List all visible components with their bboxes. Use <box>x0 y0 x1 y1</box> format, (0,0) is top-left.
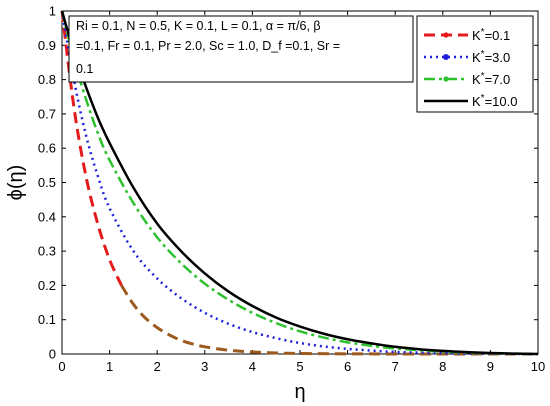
y-tick-label: 0.5 <box>38 175 56 190</box>
x-tick-label: 6 <box>344 359 351 374</box>
series-line-0 <box>60 10 123 287</box>
series-line-0-tail <box>120 284 538 356</box>
x-tick-label: 3 <box>201 359 208 374</box>
legend-label: K*=10.0 <box>472 93 517 109</box>
y-tick-label: 0.4 <box>38 209 56 224</box>
legend-label: K*=7.0 <box>472 71 510 87</box>
parameter-annotation: Ri = 0.1, N = 0.5, K = 0.1, L = 0.1, α =… <box>68 15 414 83</box>
x-tick-label: 0 <box>58 359 65 374</box>
x-tick-label: 10 <box>531 359 545 374</box>
annotation-frame <box>68 15 414 83</box>
x-tick-label: 9 <box>487 359 494 374</box>
legend-label: K*=0.1 <box>472 27 510 43</box>
legend-marker <box>443 76 449 82</box>
annotation-line-2: =0.1, Fr = 0.1, Pr = 2.0, Sc = 1.0, D_f … <box>76 39 340 53</box>
y-tick-label: 0.6 <box>38 141 56 156</box>
y-tick-label: 0.8 <box>38 72 56 87</box>
x-tick-label: 2 <box>154 359 161 374</box>
legend-marker <box>443 32 449 38</box>
series-lines <box>60 10 539 356</box>
y-axis-label: ϕ(η) <box>5 165 27 201</box>
series-line-1 <box>60 10 539 356</box>
x-axis-label: η <box>294 381 305 403</box>
legend: K*=0.1 K*=3.0 K*=7.0 K*=10.0 <box>416 15 534 113</box>
x-tick-label: 5 <box>296 359 303 374</box>
y-tick-label: 0.1 <box>38 312 56 327</box>
x-tick-label: 1 <box>106 359 113 374</box>
y-tick-label: 0.9 <box>38 38 56 53</box>
annotation-line-3: 0.1 <box>76 62 93 76</box>
legend-frame <box>416 15 534 113</box>
y-tick-label: 0.2 <box>38 278 56 293</box>
x-tick-label: 7 <box>392 359 399 374</box>
y-tick-label: 0 <box>49 347 56 362</box>
series-line-3 <box>60 10 539 356</box>
legend-marker <box>443 54 449 60</box>
y-tick-label: 0.3 <box>38 244 56 259</box>
annotation-line-1: Ri = 0.1, N = 0.5, K = 0.1, L = 0.1, α =… <box>76 19 321 33</box>
y-tick-label: 0.7 <box>38 106 56 121</box>
x-tick-label: 4 <box>249 359 256 374</box>
y-tick-label: 1 <box>49 4 56 19</box>
legend-label: K*=3.0 <box>472 49 510 65</box>
x-tick-label: 8 <box>439 359 446 374</box>
